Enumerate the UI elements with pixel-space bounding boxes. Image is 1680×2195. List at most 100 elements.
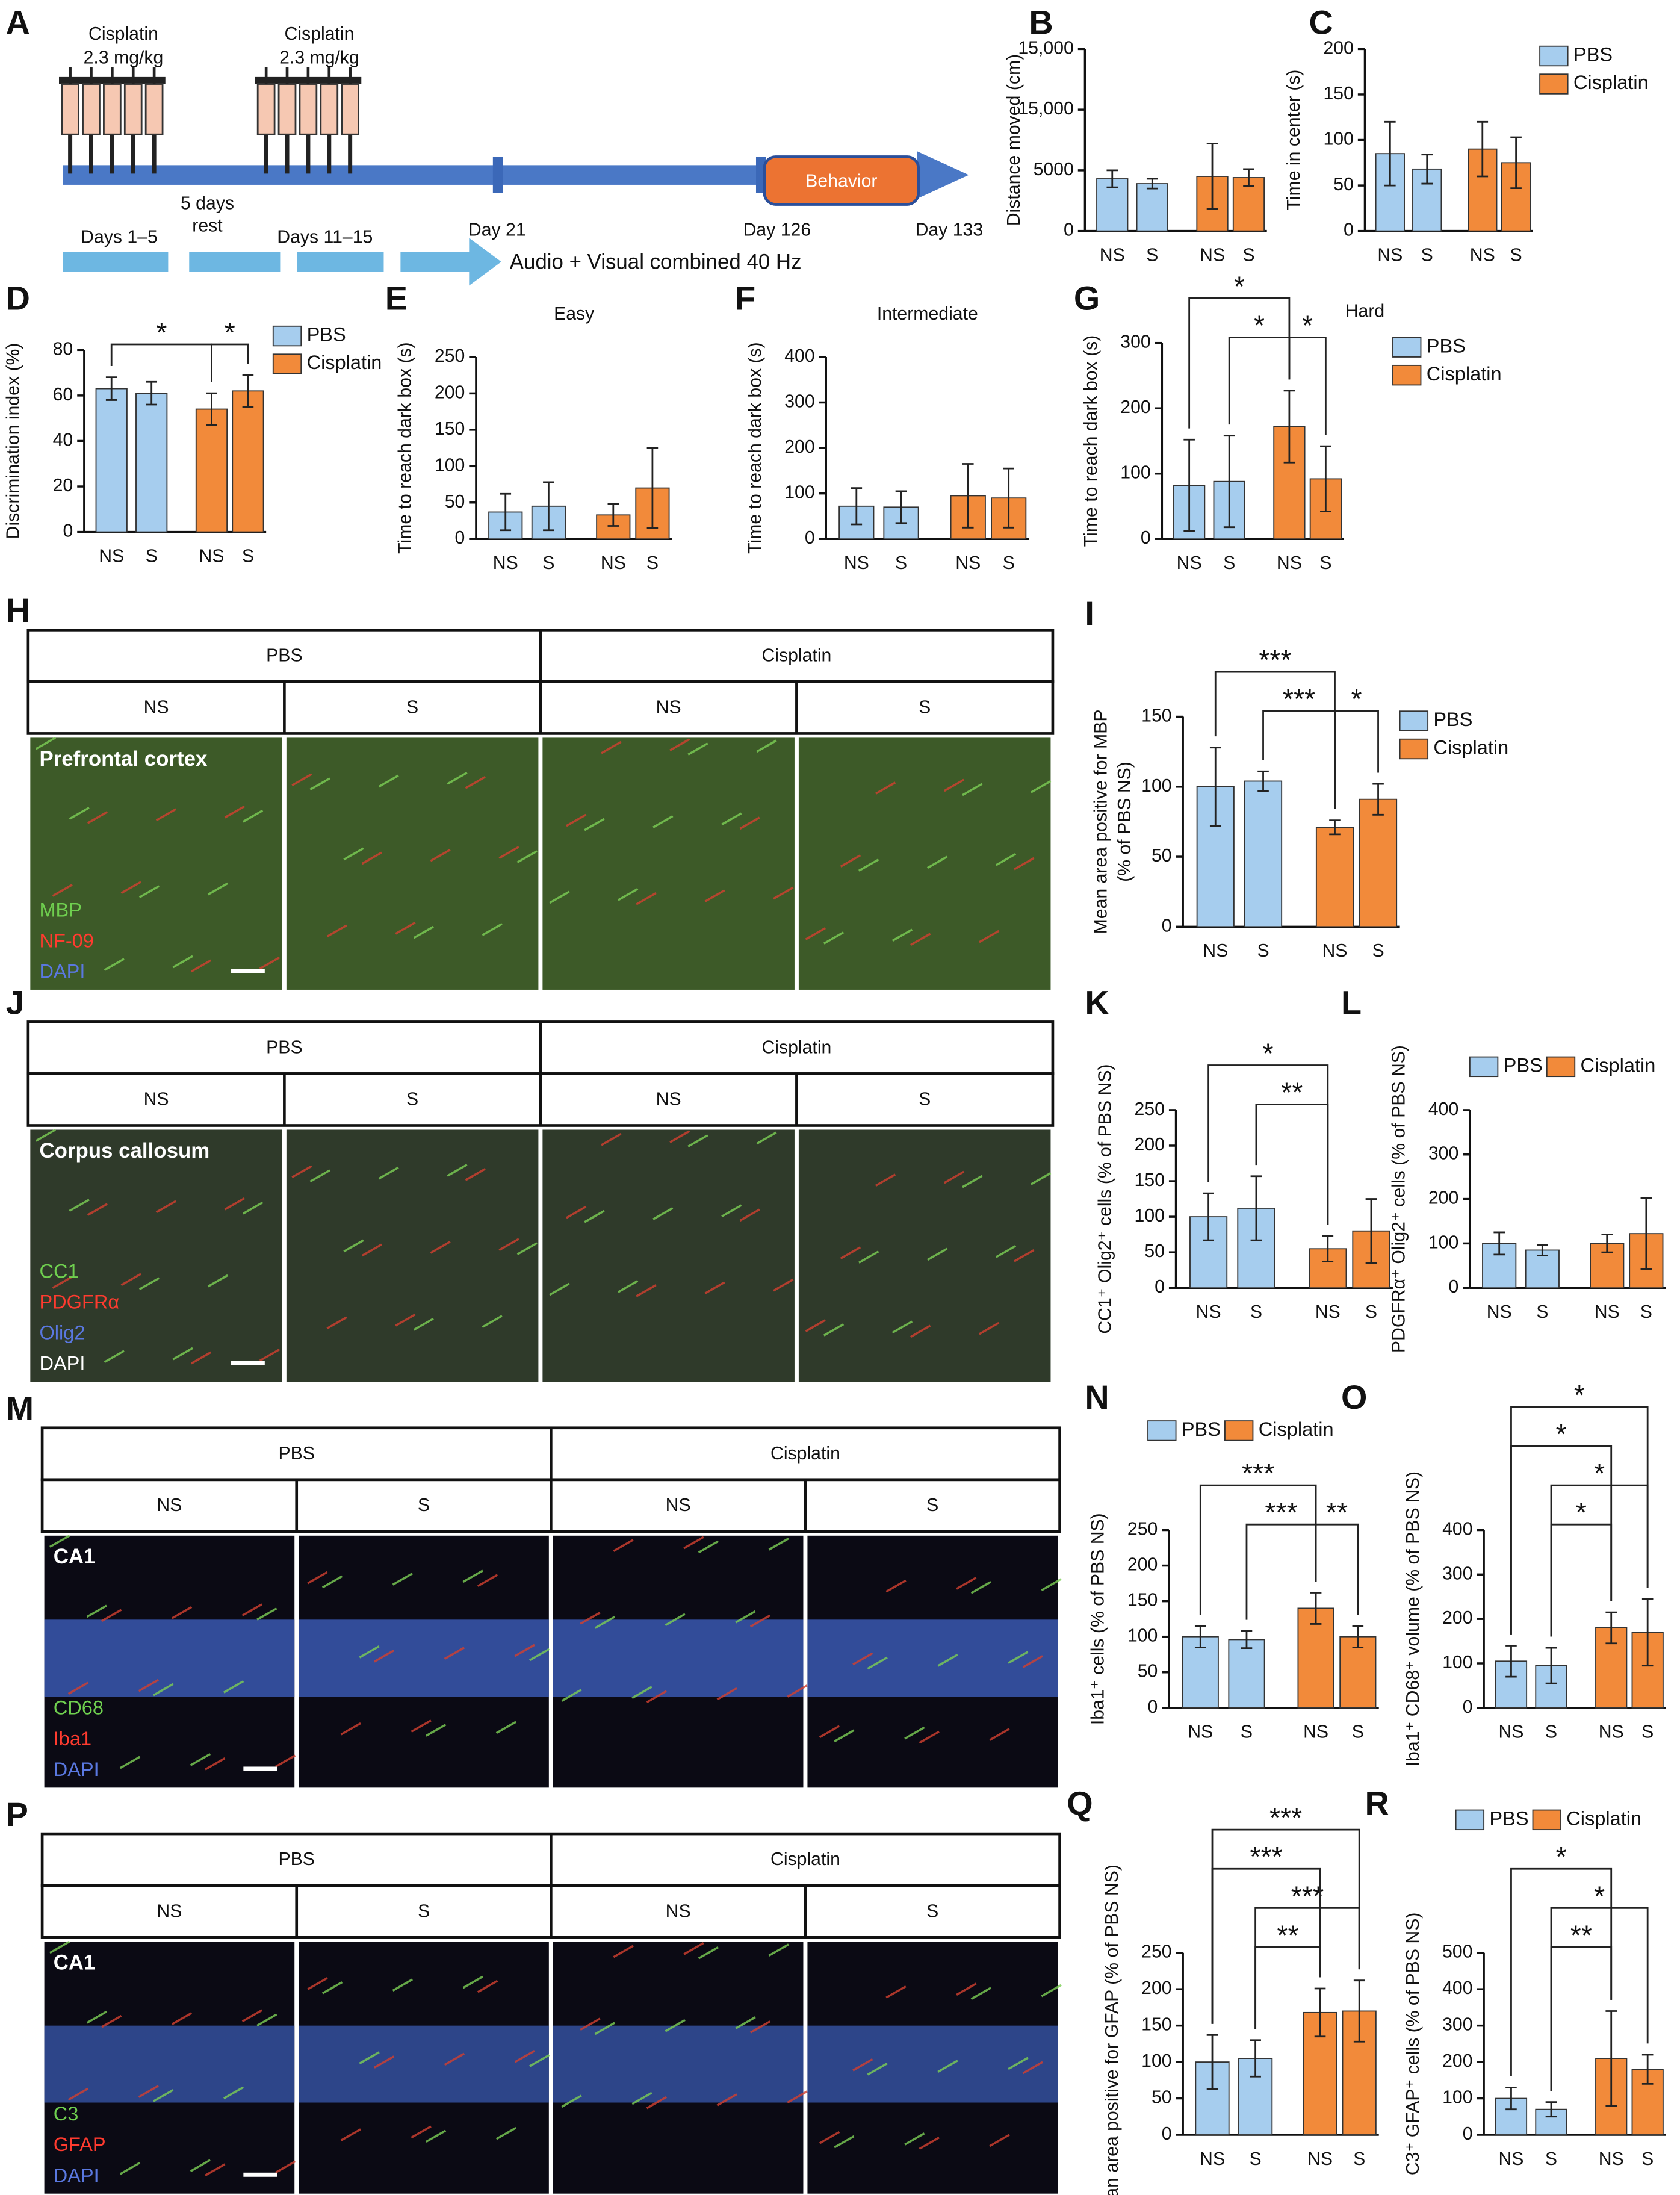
micrograph-feature (498, 846, 519, 859)
micrograph-feature (35, 1128, 57, 1142)
micrograph-feature (631, 1686, 652, 1700)
y-tick-label: 100 (1442, 2088, 1472, 2108)
significance-label: * (1263, 1038, 1274, 1069)
condition-label: S (919, 1090, 931, 1110)
significance-label: * (1574, 1379, 1585, 1411)
micrograph-feature (613, 1945, 634, 1958)
micrograph (542, 1129, 795, 1382)
significance-label: * (1302, 309, 1313, 341)
micrograph-feature (704, 889, 725, 902)
micrograph-feature (86, 2010, 107, 2024)
y-tick-label: 80 (53, 339, 73, 359)
scale-bar (243, 2172, 277, 2177)
micrograph-feature (395, 1313, 416, 1327)
micrograph-feature (465, 1168, 486, 1181)
micrograph-feature (138, 1678, 159, 1692)
micrograph-feature (259, 1349, 281, 1362)
micrograph-feature (67, 1681, 89, 1695)
y-axis-label: Time to reach dark box (s) (745, 342, 765, 554)
syringe (320, 83, 339, 135)
y-tick-label: 300 (1428, 1144, 1458, 1164)
panel-letter: M (6, 1389, 34, 1427)
micrograph-feature (805, 1319, 826, 1332)
y-tick-label: 0 (1463, 2124, 1473, 2144)
panel-letter: K (1085, 983, 1109, 1021)
micrograph-feature (768, 1943, 789, 1957)
micrograph-feature (665, 1613, 686, 1627)
legend-swatch (1392, 337, 1422, 358)
micrograph-layer (807, 2025, 1058, 2103)
micrograph-feature (1041, 1984, 1062, 1998)
significance-label: *** (1291, 1880, 1324, 1911)
y-tick-label: 200 (1135, 1135, 1165, 1155)
y-tick-label: 5000 (1034, 160, 1074, 179)
micrograph-feature (309, 777, 330, 790)
significance-label: *** (1283, 683, 1315, 715)
micrograph-feature (138, 2085, 159, 2098)
micrograph-feature (1031, 1172, 1052, 1185)
panel-letter: R (1365, 1784, 1389, 1822)
y-tick-label: 200 (1323, 38, 1353, 58)
micrograph-feature (904, 1726, 925, 1740)
significance-bracket (1510, 1867, 1613, 2076)
micrograph-feature (444, 2052, 465, 2066)
micrograph-feature (1041, 1578, 1062, 1592)
micrograph-feature (326, 924, 347, 938)
timeline-arrow (917, 151, 969, 199)
micrograph-feature (669, 1130, 690, 1143)
micrograph (286, 737, 539, 990)
x-tick-label: S (1641, 2149, 1654, 2169)
y-tick-label: 50 (1152, 2088, 1172, 2108)
legend-label: PBS (1489, 1807, 1528, 1829)
micrograph-feature (687, 742, 708, 756)
micrograph-feature (425, 2129, 447, 2143)
micrograph (798, 1129, 1051, 1382)
significance-bracket (110, 343, 212, 382)
micrograph-feature (970, 1581, 991, 1594)
micrograph-feature (937, 1653, 958, 1667)
y-tick-label: 150 (435, 419, 465, 439)
y-tick-label: 100 (784, 483, 814, 503)
micrograph-feature (101, 2014, 122, 2028)
micrograph-feature (119, 2162, 141, 2175)
x-tick-label: S (1545, 1722, 1557, 1742)
group-label: PBS (266, 1038, 302, 1058)
panel-letter: N (1085, 1378, 1109, 1416)
significance-bracket (1245, 1523, 1317, 1620)
condition-label: S (919, 698, 931, 718)
micrograph-feature (768, 1537, 789, 1551)
condition-label: S (418, 1901, 430, 1921)
legend-swatch (1469, 1056, 1499, 1078)
panel-letter: A (6, 4, 30, 42)
panel-letter: C (1309, 4, 1333, 42)
micrograph-feature (1014, 1249, 1035, 1262)
y-tick-label: 500 (1442, 1942, 1472, 1962)
timeline-tick (492, 157, 503, 193)
micrograph-feature (462, 1975, 483, 1989)
micrograph-feature (805, 927, 826, 940)
significance-label: * (225, 317, 235, 348)
micrograph-feature (155, 808, 177, 822)
legend-label: PBS (1433, 709, 1472, 730)
micrograph-feature (190, 1753, 211, 1766)
x-tick-label: NS (1277, 553, 1302, 573)
y-tick-label: 300 (1442, 2015, 1472, 2035)
dose-label: 2.3 mg/kg (84, 48, 164, 68)
micrograph-feature (307, 1571, 328, 1585)
syringe (61, 83, 79, 135)
y-tick-label: 100 (1141, 2051, 1171, 2071)
y-tick-label: 200 (1120, 397, 1150, 417)
micrograph-feature (549, 1282, 570, 1296)
micrograph-feature (373, 1649, 395, 1663)
x-tick-label: S (1241, 1722, 1253, 1742)
milestone-label: Day 21 (468, 220, 526, 240)
group-label: PBS (278, 1444, 314, 1464)
rest-label: rest (192, 216, 223, 236)
panel-letter: O (1341, 1378, 1367, 1416)
micrograph-layer (553, 1619, 804, 1697)
x-tick-label: S (895, 553, 907, 573)
y-tick-label: 200 (784, 437, 814, 457)
micrograph-feature (307, 1977, 328, 1990)
significance-bracket (1288, 336, 1327, 435)
